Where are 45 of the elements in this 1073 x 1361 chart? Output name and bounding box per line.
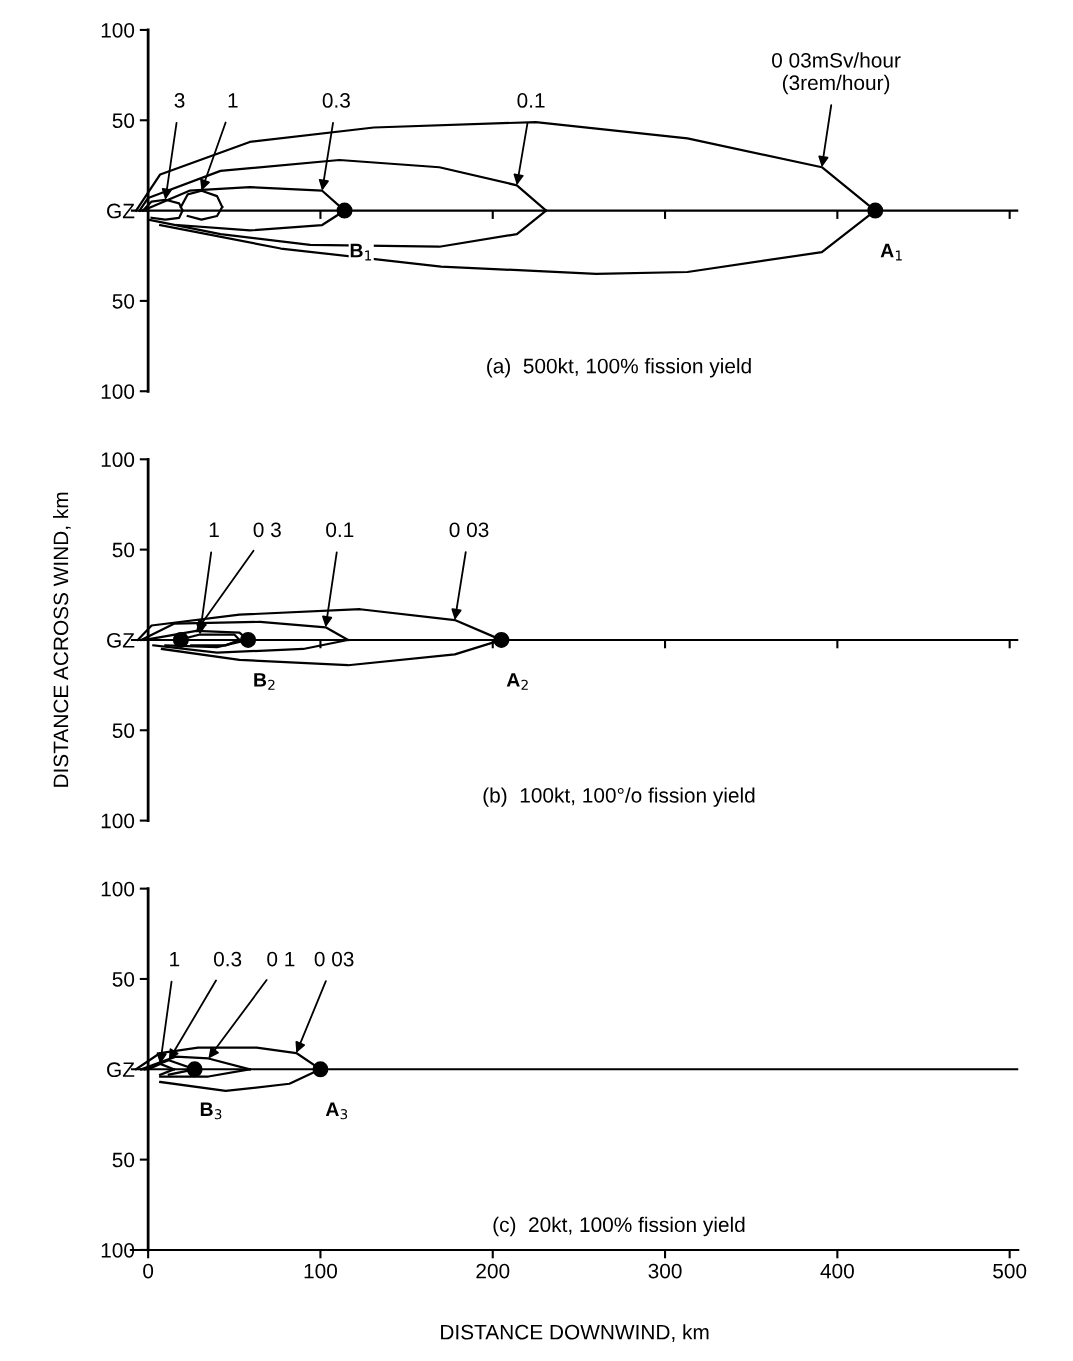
x-tick-label: 200 bbox=[476, 1263, 510, 1279]
y-tick-label: 50 bbox=[112, 1152, 135, 1168]
annotation: 0.1 bbox=[517, 93, 545, 108]
x-tick-label: 0 bbox=[143, 1263, 154, 1279]
annotation: 0 1 bbox=[267, 951, 295, 967]
x-tick-label: 300 bbox=[648, 1263, 682, 1279]
annotation: B$_{2}$ bbox=[254, 673, 275, 690]
annotation: 1 bbox=[228, 93, 238, 108]
annotation: 0 03mSv/hour (3rem/hour) bbox=[772, 52, 901, 95]
y-tick-label: 100 bbox=[101, 881, 135, 897]
y-tick-label: 100 bbox=[101, 22, 135, 38]
text: (a) 500kt, 100% fission yield bbox=[487, 358, 751, 378]
annotation: 0 03 bbox=[449, 522, 489, 538]
annotation: 1 bbox=[170, 951, 180, 967]
annotation: A$_{3}$ bbox=[325, 1102, 348, 1120]
annotation: 0 03 bbox=[314, 951, 354, 967]
y-tick-label: 50 bbox=[112, 723, 135, 739]
x-tick-label: 500 bbox=[993, 1263, 1027, 1279]
text: (b) 100kt, 100°/o fission yield bbox=[483, 787, 755, 807]
y-tick-label: 100 bbox=[101, 384, 135, 399]
x-tick-label: 400 bbox=[820, 1263, 854, 1279]
annotation: 0.3 bbox=[322, 93, 350, 108]
y-tick-label: 100 bbox=[101, 813, 135, 829]
y-tick-label: 100 bbox=[101, 452, 135, 468]
annotation: A$_{2}$ bbox=[506, 673, 528, 690]
annotation: 0.1 bbox=[326, 522, 354, 538]
annotation: 0.3 bbox=[213, 951, 242, 967]
y-tick-label: 50 bbox=[112, 293, 135, 309]
y-tick-label: GZ bbox=[107, 1062, 135, 1078]
annotation: B$_{1}$ bbox=[350, 243, 372, 261]
y-tick-label: GZ bbox=[107, 203, 135, 219]
annotation: 0 3 bbox=[253, 522, 281, 538]
y-tick-label: 100 bbox=[101, 1242, 135, 1258]
annotation: A$_{1}$ bbox=[880, 243, 902, 261]
y-tick-label: 50 bbox=[112, 113, 135, 129]
y-tick-label: 50 bbox=[112, 542, 135, 558]
y-tick-label: GZ bbox=[107, 632, 135, 648]
annotation: 3 bbox=[174, 93, 185, 108]
x-tick-label: 100 bbox=[304, 1263, 338, 1279]
x-axis-title: DISTANCE DOWNWIND, km bbox=[441, 1324, 709, 1342]
y-tick-label: 50 bbox=[112, 971, 135, 987]
annotation: B$_{3}$ bbox=[200, 1102, 222, 1120]
y-axis-title: DISTANCE ACROSS WIND, km bbox=[52, 492, 71, 787]
annotation: 1 bbox=[209, 522, 219, 537]
text: (c) 20kt, 100% fission yield bbox=[493, 1216, 745, 1237]
